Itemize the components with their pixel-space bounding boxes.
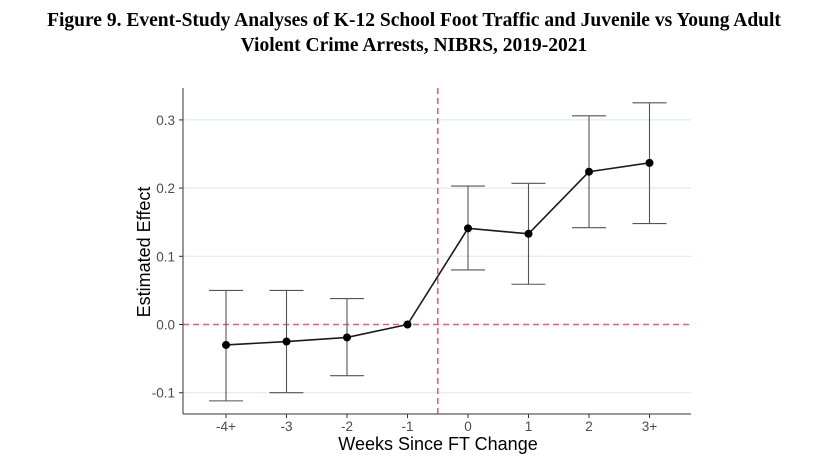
x-tick-label: -3 (280, 419, 292, 434)
series-line-layer (225, 162, 650, 346)
x-tick-label: -4+ (216, 419, 236, 434)
x-tick-label: 1 (525, 419, 533, 434)
data-point (403, 320, 412, 329)
axes (179, 88, 691, 418)
data-point (585, 167, 593, 176)
figure-title: Figure 9. Event-Study Analyses of K-12 S… (0, 8, 828, 58)
y-tick-label: -0.1 (152, 386, 175, 401)
x-tick-label: -1 (401, 419, 413, 434)
reference-lines (183, 88, 691, 414)
x-tick-label: -2 (341, 419, 353, 434)
data-point (524, 229, 533, 238)
data-point (464, 224, 472, 233)
data-point (645, 158, 654, 167)
x-tick-label: 3+ (642, 419, 658, 434)
data-point (343, 333, 351, 342)
series-line (225, 162, 650, 346)
y-tick-label: 0.2 (156, 181, 175, 196)
tick-labels: -0.1 0.0 0.1 0.2 0.3 -4+ -3 -2 -1 0 1 2 3+ (152, 113, 658, 434)
figure-title-line-2: Violent Crime Arrests, NIBRS, 2019-2021 (240, 35, 588, 56)
data-point (282, 337, 291, 346)
x-tick-label: 0 (464, 419, 472, 434)
data-point (222, 340, 230, 349)
x-tick-label: 2 (585, 419, 593, 434)
y-tick-label: 0.3 (156, 113, 175, 128)
figure-title-line-1: Figure 9. Event-Study Analyses of K-12 S… (47, 10, 781, 31)
data-points (222, 158, 654, 349)
y-axis-title: Estimated Effect (134, 187, 154, 318)
y-tick-label: 0.1 (156, 249, 175, 264)
y-tick-label: 0.0 (156, 318, 175, 333)
x-axis-title: Weeks Since FT Change (338, 434, 537, 454)
error-bars (209, 102, 667, 402)
